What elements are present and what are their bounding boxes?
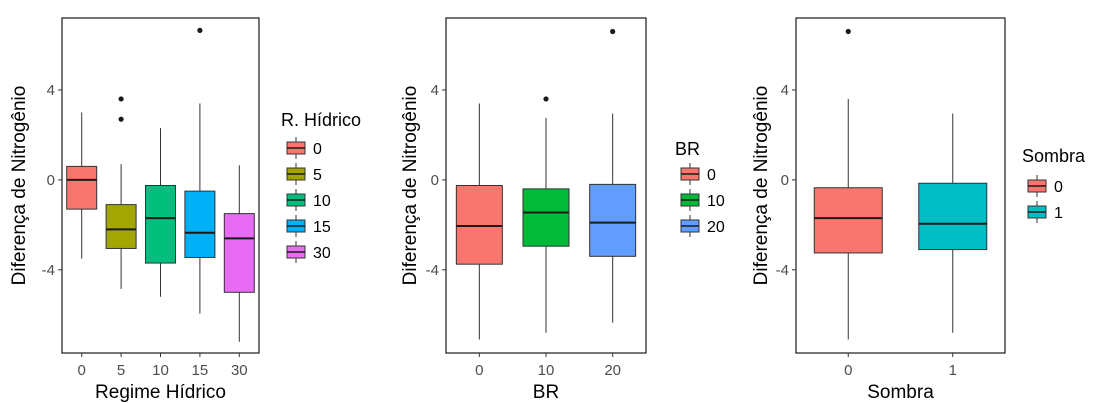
box-30 xyxy=(223,213,255,293)
legend-3: Sombra 01 xyxy=(1022,146,1086,223)
y-tick-label: -4 xyxy=(776,262,789,279)
y-tick-label: 4 xyxy=(431,82,439,99)
legend-label: 1 xyxy=(1054,205,1063,222)
box-0 xyxy=(813,187,883,254)
legend-label: 30 xyxy=(313,245,331,262)
legend-label: 0 xyxy=(313,141,322,158)
box-5 xyxy=(105,204,137,249)
y-tick-label: 4 xyxy=(781,82,789,99)
x-tick-label: 0 xyxy=(844,362,852,379)
y-tick-label: -4 xyxy=(42,262,55,279)
x-tick-label: 0 xyxy=(78,362,86,379)
legend-label: 0 xyxy=(707,167,716,184)
boxes-2 xyxy=(455,28,637,340)
box-10 xyxy=(522,188,570,247)
legend-1: R. Hídrico 0 5 10 15 30 xyxy=(281,110,361,263)
legend-items-3: 01 xyxy=(1027,175,1063,223)
legend-label: 10 xyxy=(707,193,725,210)
panel-regime-hidrico: -4 0 4 0 5 10 15 30 Diferença de Nitrogênio Re… xyxy=(9,17,361,403)
box-0 xyxy=(66,165,98,210)
y-tick-label: 4 xyxy=(47,82,55,99)
outlier-point xyxy=(845,28,851,35)
x-tick-label: 30 xyxy=(231,362,248,379)
x-tick-label: 0 xyxy=(475,362,483,379)
x-ticks-2: 0 10 20 xyxy=(475,353,621,379)
x-axis-title-3: Sombra xyxy=(867,382,934,403)
y-ticks-2: -4 0 4 xyxy=(426,82,446,279)
x-tick-label: 10 xyxy=(538,362,555,379)
boxes-3 xyxy=(813,28,988,340)
panel-br: -4 0 4 0 10 20 Diferença de Nitrogênio BR BR… xyxy=(400,17,725,403)
y-tick-label: 0 xyxy=(431,172,439,189)
box-15 xyxy=(184,190,216,258)
legend-2: BR 0 10 20 xyxy=(675,139,725,237)
box-10 xyxy=(145,185,176,264)
x-axis-title-1: Regime Hídrico xyxy=(95,382,226,403)
legend-label: 0 xyxy=(1054,179,1063,196)
x-ticks-1: 0 5 10 15 30 xyxy=(78,353,248,379)
boxes-1 xyxy=(66,27,255,342)
x-axis-title-2: BR xyxy=(533,382,559,403)
legend-title-2: BR xyxy=(675,139,700,159)
outlier-point xyxy=(197,27,203,33)
x-tick-label: 20 xyxy=(604,362,621,379)
box-0 xyxy=(455,185,503,265)
legend-label: 10 xyxy=(313,193,331,210)
x-tick-label: 10 xyxy=(152,362,169,379)
legend-label: 5 xyxy=(313,167,322,184)
y-tick-label: 0 xyxy=(781,172,789,189)
y-tick-label: 0 xyxy=(47,172,55,189)
outlier-point xyxy=(118,96,124,102)
x-tick-label: 5 xyxy=(117,362,125,379)
outlier-point xyxy=(610,28,616,35)
legend-items-1: 0 5 10 15 30 xyxy=(286,137,331,263)
x-tick-label: 1 xyxy=(949,362,957,379)
outlier-point xyxy=(543,96,549,102)
y-tick-label: -4 xyxy=(426,262,439,279)
x-tick-label: 15 xyxy=(192,362,209,379)
legend-title-3: Sombra xyxy=(1022,146,1086,166)
legend-label: 20 xyxy=(707,219,725,236)
box-1 xyxy=(918,182,988,251)
y-axis-title-3: Diferença de Nitrogênio xyxy=(751,86,772,286)
legend-title-1: R. Hídrico xyxy=(281,110,361,130)
y-axis-title-2: Diferença de Nitrogênio xyxy=(400,86,421,286)
y-ticks-1: -4 0 4 xyxy=(42,82,62,279)
legend-items-2: 0 10 20 xyxy=(680,163,725,237)
y-axis-title-1: Diferença de Nitrogênio xyxy=(9,86,30,286)
outlier-point xyxy=(118,116,124,122)
box-20 xyxy=(589,183,637,257)
legend-label: 15 xyxy=(313,219,331,236)
y-ticks-3: -4 0 4 xyxy=(776,82,796,279)
